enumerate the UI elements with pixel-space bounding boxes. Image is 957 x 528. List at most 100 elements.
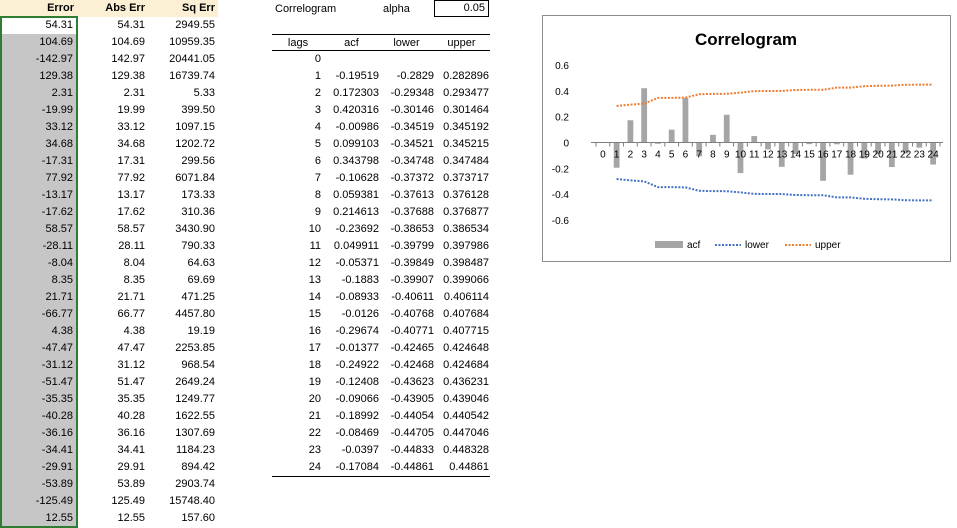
abs-err-cell[interactable]: 77.92 — [117, 172, 145, 184]
error-cell[interactable]: -36.16 — [2, 425, 76, 442]
lag-cell[interactable]: 18 — [308, 359, 321, 371]
lower-cell[interactable]: -0.38653 — [390, 223, 434, 235]
lower-cell[interactable]: -0.44833 — [390, 444, 434, 456]
abs-err-cell[interactable]: 40.28 — [117, 410, 145, 422]
sq-err-cell[interactable]: 894.42 — [181, 461, 215, 473]
error-cell[interactable]: -35.35 — [2, 391, 76, 408]
lag-cell[interactable]: 10 — [308, 223, 321, 235]
upper-cell[interactable] — [434, 51, 489, 68]
sq-err-cell[interactable]: 5.33 — [193, 87, 215, 99]
sq-err-cell[interactable]: 1184.23 — [176, 444, 215, 456]
acf-cell[interactable]: -0.09066 — [335, 393, 379, 405]
error-cell[interactable]: 129.38 — [2, 68, 76, 85]
lag-cell[interactable]: 7 — [314, 172, 321, 184]
lower-cell[interactable]: -0.40771 — [390, 325, 434, 337]
sq-err-cell[interactable]: 20441.05 — [169, 53, 215, 65]
acf-cell[interactable]: 0.420316 — [333, 104, 379, 116]
error-cell[interactable]: -40.28 — [2, 408, 76, 425]
upper-cell[interactable]: 0.448328 — [443, 444, 489, 456]
lower-cell[interactable]: -0.39849 — [390, 257, 434, 269]
sq-err-cell[interactable]: 2903.74 — [175, 478, 215, 490]
lag-cell[interactable]: 2 — [314, 87, 321, 99]
lower-cell[interactable]: -0.39799 — [390, 240, 434, 252]
error-cell[interactable]: -66.77 — [2, 306, 76, 323]
lag-cell[interactable]: 14 — [308, 291, 321, 303]
upper-cell[interactable]: 0.424684 — [443, 359, 489, 371]
header-upper[interactable]: upper — [447, 37, 476, 49]
abs-err-cell[interactable]: 17.62 — [117, 206, 145, 218]
abs-err-cell[interactable]: 34.68 — [117, 138, 145, 150]
upper-cell[interactable]: 0.376128 — [443, 189, 489, 201]
lower-cell[interactable]: -0.39907 — [390, 274, 434, 286]
abs-err-cell[interactable]: 54.31 — [117, 19, 145, 31]
lower-cell[interactable]: -0.34519 — [390, 121, 434, 133]
lower-cell[interactable]: -0.44705 — [390, 427, 434, 439]
upper-cell[interactable]: 0.373717 — [443, 172, 489, 184]
lower-cell[interactable]: -0.34748 — [390, 155, 434, 167]
error-cell[interactable]: -51.47 — [2, 374, 76, 391]
lower-cell[interactable]: -0.42465 — [390, 342, 434, 354]
abs-err-cell[interactable]: 104.69 — [111, 36, 145, 48]
abs-err-cell[interactable]: 58.57 — [117, 223, 145, 235]
error-cell[interactable]: 54.31 — [2, 17, 76, 34]
lag-cell[interactable]: 3 — [314, 104, 321, 116]
upper-cell[interactable]: 0.399066 — [443, 274, 489, 286]
lag-cell[interactable]: 15 — [308, 308, 321, 320]
acf-cell[interactable]: -0.1883 — [341, 274, 379, 286]
lower-cell[interactable]: -0.34521 — [390, 138, 434, 150]
sq-err-cell[interactable]: 1097.15 — [175, 121, 215, 133]
abs-err-cell[interactable]: 17.31 — [117, 155, 145, 167]
error-cell[interactable]: 77.92 — [2, 170, 76, 187]
lower-cell[interactable]: -0.44054 — [390, 410, 434, 422]
upper-cell[interactable]: 0.376877 — [443, 206, 489, 218]
abs-err-cell[interactable]: 21.71 — [117, 291, 145, 303]
abs-err-cell[interactable]: 19.99 — [117, 104, 145, 116]
acf-cell[interactable]: -0.17084 — [335, 461, 379, 473]
lag-cell[interactable]: 5 — [314, 138, 321, 150]
acf-cell[interactable]: -0.0397 — [341, 444, 379, 456]
abs-err-cell[interactable]: 31.12 — [117, 359, 145, 371]
abs-err-cell[interactable]: 8.35 — [123, 274, 145, 286]
error-cell[interactable]: 33.12 — [2, 119, 76, 136]
correlogram-chart[interactable]: Correlogram 0.6 0.4 0.2 0 -0.2 -0.4 -0.6 0 1 2 3 4 5 6… — [542, 15, 951, 262]
lower-cell[interactable]: -0.44861 — [390, 461, 434, 473]
acf-cell[interactable]: -0.19519 — [335, 70, 379, 82]
upper-cell[interactable]: 0.345192 — [443, 121, 489, 133]
error-cell[interactable]: -29.91 — [2, 459, 76, 476]
header-sq-err[interactable]: Sq Err — [148, 0, 218, 17]
acf-cell[interactable]: 0.214613 — [333, 206, 379, 218]
lag-cell[interactable]: 22 — [308, 427, 321, 439]
acf-cell[interactable]: -0.0126 — [341, 308, 379, 320]
lag-cell[interactable]: 1 — [314, 70, 321, 82]
error-cell[interactable]: -31.12 — [2, 357, 76, 374]
lower-cell[interactable] — [379, 51, 434, 68]
abs-err-cell[interactable]: 33.12 — [117, 121, 145, 133]
abs-err-cell[interactable]: 66.77 — [117, 308, 145, 320]
sq-err-cell[interactable]: 790.33 — [181, 240, 215, 252]
upper-cell[interactable]: 0.439046 — [443, 393, 489, 405]
acf-cell[interactable]: -0.29674 — [335, 325, 379, 337]
error-cell[interactable]: -142.97 — [2, 51, 76, 68]
error-cell[interactable]: 2.31 — [2, 85, 76, 102]
lower-cell[interactable]: -0.43623 — [390, 376, 434, 388]
acf-cell[interactable]: 0.099103 — [333, 138, 379, 150]
lower-cell[interactable]: -0.43905 — [390, 393, 434, 405]
lag-cell[interactable]: 21 — [308, 410, 321, 422]
abs-err-cell[interactable]: 4.38 — [123, 325, 145, 337]
abs-err-cell[interactable]: 47.47 — [117, 342, 145, 354]
sq-err-cell[interactable]: 1622.55 — [175, 410, 215, 422]
error-cell[interactable]: -8.04 — [2, 255, 76, 272]
abs-err-cell[interactable]: 29.91 — [117, 461, 145, 473]
sq-err-cell[interactable]: 16739.74 — [169, 70, 215, 82]
lag-cell[interactable]: 17 — [308, 342, 321, 354]
lag-cell[interactable]: 6 — [314, 155, 321, 167]
abs-err-cell[interactable]: 8.04 — [123, 257, 145, 269]
error-cell[interactable]: -17.31 — [2, 153, 76, 170]
sq-err-cell[interactable]: 1249.77 — [175, 393, 215, 405]
error-cell[interactable]: 34.68 — [2, 136, 76, 153]
upper-cell[interactable]: 0.293477 — [443, 87, 489, 99]
header-abs-err[interactable]: Abs Err — [77, 0, 148, 17]
upper-cell[interactable]: 0.407715 — [443, 325, 489, 337]
acf-cell[interactable]: 0.343798 — [333, 155, 379, 167]
acf-cell[interactable]: -0.18992 — [335, 410, 379, 422]
